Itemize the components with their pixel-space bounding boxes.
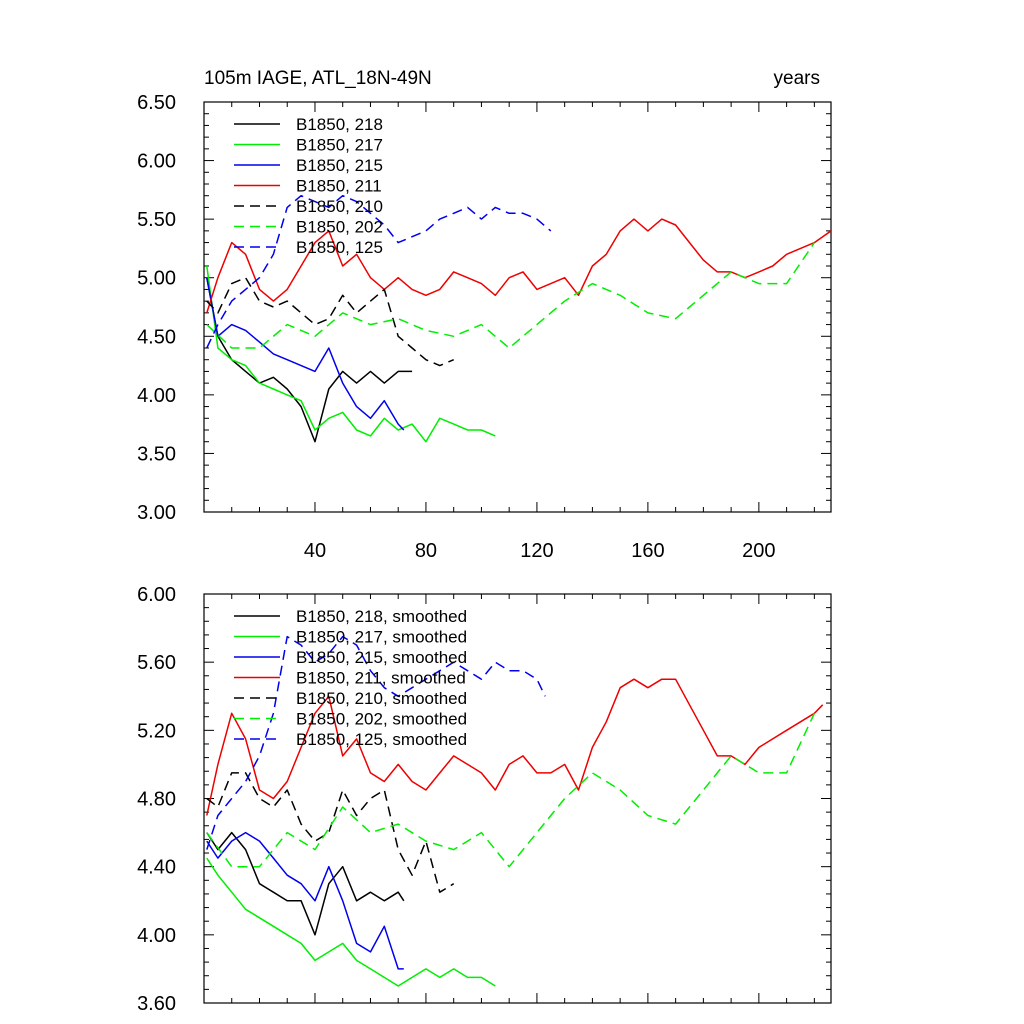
- y-tick-label: 6.00: [137, 584, 176, 606]
- y-tick-label: 5.20: [137, 720, 176, 742]
- series-line: [206, 772, 455, 893]
- series-line: [206, 277, 405, 431]
- series-line: [206, 831, 405, 936]
- series-line: [206, 218, 831, 314]
- legend-label: B1850, 217: [296, 136, 383, 155]
- legend-label: B1850, 210: [296, 197, 383, 216]
- y-tick-label: 5.00: [137, 268, 176, 290]
- x-tick-label: 40: [304, 540, 326, 562]
- series-line: [206, 242, 816, 349]
- legend-label: B1850, 202: [296, 218, 383, 237]
- series-line: [206, 277, 413, 443]
- series-line: [206, 712, 816, 868]
- y-tick-label: 4.40: [137, 857, 176, 879]
- legend-label: B1850, 218: [296, 115, 383, 134]
- legend-label: B1850, 215, smoothed: [296, 648, 467, 667]
- plot-frame: [203, 101, 832, 513]
- series-line: [206, 857, 496, 987]
- series-line: [206, 276, 454, 367]
- series-group: [206, 635, 824, 987]
- y-tick-label: 4.00: [137, 385, 176, 407]
- series-line: [206, 831, 404, 970]
- y-tick-label: 5.50: [137, 209, 176, 231]
- y-tick-label: 3.00: [137, 502, 176, 524]
- legend-label: B1850, 218, smoothed: [296, 607, 467, 626]
- legend-label: B1850, 211, smoothed: [296, 669, 466, 688]
- series-line: [206, 678, 824, 816]
- chart-title-right: years: [774, 68, 820, 89]
- legend-label: B1850, 125: [296, 238, 383, 257]
- y-tick-label: 4.00: [137, 925, 176, 947]
- x-tick-label: 200: [742, 540, 775, 562]
- legend-label: B1850, 210, smoothed: [296, 689, 467, 708]
- top-chart: 105m IAGE, ATL_18N-49N years 3.00 3.50 4.0…: [137, 68, 832, 562]
- legend-label: B1850, 202, smoothed: [296, 710, 467, 729]
- legend-label: B1850, 125, smoothed: [296, 730, 467, 749]
- y-tick-label: 3.60: [137, 993, 176, 1015]
- x-tick-label: 80: [415, 540, 437, 562]
- y-tick-label: 4.50: [137, 326, 176, 348]
- y-tick-label: 6.50: [137, 92, 176, 114]
- legend-label: B1850, 217, smoothed: [296, 628, 467, 647]
- x-tick-label: 160: [631, 540, 664, 562]
- y-tick-label: 6.00: [137, 151, 176, 173]
- bottom-chart: 3.60 4.00 4.40 4.80 5.20 5.60 6.00 B1850, 218, …: [137, 584, 832, 1015]
- x-tick-label: 120: [520, 540, 553, 562]
- series-line: [206, 265, 496, 443]
- series-group: [206, 194, 831, 443]
- y-tick-label: 3.50: [137, 443, 176, 465]
- legend-label: B1850, 211: [296, 177, 382, 196]
- legend-label: B1850, 215: [296, 156, 383, 175]
- series-line: [206, 635, 546, 850]
- chart-title: 105m IAGE, ATL_18N-49N: [204, 68, 432, 89]
- y-tick-label: 4.80: [137, 789, 176, 811]
- y-tick-label: 5.60: [137, 652, 176, 674]
- series-line: [206, 194, 552, 349]
